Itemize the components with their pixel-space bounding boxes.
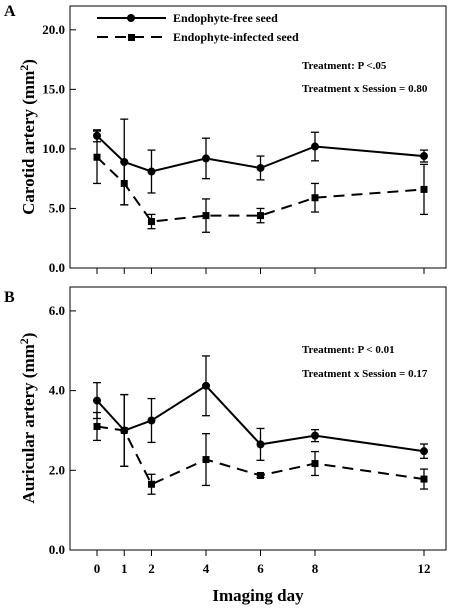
panel-a: A Carotid artery (mm2) 0.0 5.0 10.0 15.0 20.…: [4, 3, 447, 275]
panel-a-point-endophyte-infected: [420, 185, 428, 193]
panel-b-point-endophyte-free: [311, 431, 319, 440]
panel-b: B Auricular artery (mm2) 0.0 2.0 4.0 6.0 0 1…: [4, 268, 447, 576]
panel-b-y-ticks: 0.0 2.0 4.0 6.0: [49, 303, 76, 557]
panel-a-point-endophyte-infected: [202, 212, 210, 220]
panel-b-annotation-treatment: Treatment: P < 0.01: [302, 344, 395, 356]
panel-b-point-endophyte-infected: [93, 422, 101, 430]
panel-b-plot-frame: [69, 286, 447, 551]
panel-b-point-endophyte-infected: [420, 475, 428, 483]
panel-a-point-endophyte-free: [147, 167, 156, 176]
panel-a-y-axis-title: Carotid artery (mm2): [17, 59, 38, 215]
panel-b-letter: B: [4, 289, 15, 306]
panel-a-letter: A: [4, 3, 16, 20]
x-tick-label: 0: [94, 561, 101, 576]
panel-b-annotation-interaction: Treatment x Session = 0.17: [302, 368, 428, 380]
legend: Endophyte-free seed Endophyte-infected s…: [97, 11, 299, 44]
panel-b-y-tick-label: 0.0: [49, 542, 65, 557]
legend-label-endophyte-infected: Endophyte-infected seed: [173, 30, 299, 44]
panel-a-y-tick-label: 10.0: [42, 141, 65, 156]
panel-b-point-endophyte-infected: [120, 426, 128, 434]
panel-b-y-tick-label: 2.0: [49, 462, 65, 477]
x-tick-label: 12: [418, 561, 431, 576]
panel-b-series: [93, 355, 428, 495]
panel-a-point-endophyte-infected: [257, 212, 264, 220]
panel-b-y-tick-label: 6.0: [49, 303, 65, 318]
panel-a-annotation-treatment: Treatment: P <.05: [302, 60, 387, 72]
panel-a-y-tick-label: 0.0: [49, 260, 65, 275]
panel-a-point-endophyte-free: [420, 152, 428, 161]
panel-a-point-endophyte-infected: [148, 218, 155, 226]
panel-a-y-tick-label: 20.0: [42, 22, 65, 37]
panel-a-y-tick-label: 15.0: [42, 81, 65, 96]
panel-b-y-tick-label: 4.0: [49, 383, 65, 398]
panel-a-point-endophyte-infected: [311, 194, 319, 202]
panel-b-point-endophyte-free: [93, 396, 101, 405]
panel-b-point-endophyte-free: [420, 447, 428, 456]
panel-b-point-endophyte-free: [256, 440, 265, 449]
x-ticks: 0 1 2 4 6 8 12: [94, 268, 431, 576]
panel-a-plot-frame: [69, 5, 447, 269]
legend-marker-square: [128, 34, 135, 41]
panel-b-point-endophyte-free: [147, 416, 156, 425]
legend-marker-circle: [127, 14, 135, 22]
panel-a-point-endophyte-infected: [93, 153, 101, 161]
panel-a-annotation-interaction: Treatment x Session = 0.80: [302, 83, 428, 95]
panel-b-y-axis-title: Auricular artery (mm2): [17, 333, 38, 504]
panel-a-y-tick-label: 5.0: [49, 200, 65, 215]
legend-item-endophyte-free: Endophyte-free seed: [97, 11, 278, 25]
panel-a-point-endophyte-infected: [120, 179, 128, 187]
legend-item-endophyte-infected: Endophyte-infected seed: [97, 30, 299, 44]
panel-a-y-ticks: 0.0 5.0 10.0 15.0 20.0: [42, 22, 76, 275]
x-tick-label: 6: [257, 561, 264, 576]
x-axis-title: Imaging day: [212, 586, 304, 605]
panel-a-point-endophyte-free: [256, 163, 265, 172]
x-tick-label: 8: [312, 561, 319, 576]
panel-b-point-endophyte-infected: [148, 480, 155, 488]
x-tick-label: 1: [121, 561, 128, 576]
panel-a-point-endophyte-free: [311, 142, 319, 151]
panel-b-point-endophyte-infected: [202, 456, 210, 464]
panel-b-point-endophyte-free: [202, 381, 210, 390]
panel-b-point-endophyte-infected: [257, 471, 264, 479]
x-tick-label: 4: [203, 561, 210, 576]
panel-a-point-endophyte-free: [202, 154, 210, 163]
x-tick-label: 2: [148, 561, 155, 576]
panel-a-series: [93, 118, 428, 233]
panel-b-point-endophyte-infected: [311, 460, 319, 468]
legend-label-endophyte-free: Endophyte-free seed: [173, 11, 278, 25]
